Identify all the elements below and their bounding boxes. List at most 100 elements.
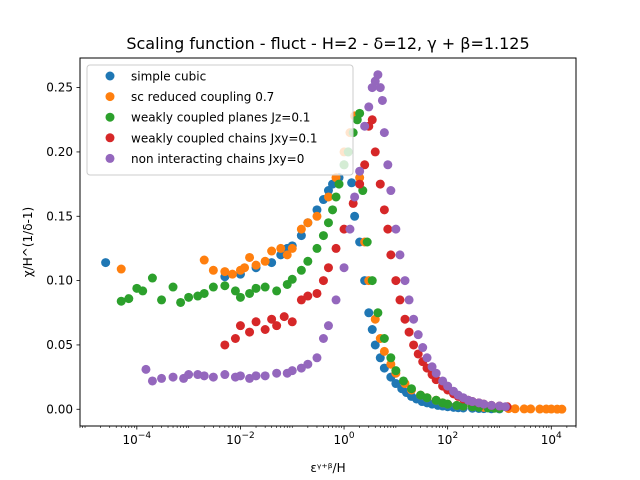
data-point <box>367 276 377 286</box>
data-point <box>220 281 230 291</box>
data-point <box>312 211 322 221</box>
legend-entry: non interacting chains Jxy=0 <box>105 152 304 166</box>
legend-box <box>86 64 354 176</box>
data-point <box>157 295 167 305</box>
data-point <box>557 404 567 414</box>
data-point <box>251 317 261 327</box>
data-point <box>331 243 341 253</box>
data-point <box>312 243 322 253</box>
data-point <box>398 376 408 386</box>
data-point <box>355 179 365 189</box>
legend-label: weakly coupled chains Jxy=0.1 <box>131 131 318 145</box>
y-tick-label: 0.05 <box>46 338 73 352</box>
data-point <box>350 192 360 202</box>
data-point <box>220 340 230 350</box>
y-axis-label: χ/H^(1/δ-1) <box>21 207 35 277</box>
legend-entry: weakly coupled planes Jz=0.1 <box>105 111 310 125</box>
legend-label: sc reduced coupling 0.7 <box>131 90 274 104</box>
data-point <box>276 243 286 253</box>
data-point <box>370 147 380 157</box>
data-point <box>141 364 151 374</box>
data-point <box>443 399 453 409</box>
data-point <box>375 353 385 363</box>
data-point <box>373 308 383 318</box>
data-point <box>303 359 313 369</box>
data-point <box>287 243 297 253</box>
data-point <box>245 252 255 262</box>
data-point <box>383 160 393 170</box>
data-point <box>334 179 344 189</box>
legend-marker <box>105 153 115 163</box>
data-points-layer <box>101 70 567 414</box>
data-point <box>345 224 355 234</box>
data-point <box>276 250 286 260</box>
data-point <box>535 404 545 414</box>
data-point <box>230 334 240 343</box>
data-point <box>370 340 380 350</box>
data-point <box>296 363 306 373</box>
data-point <box>235 321 245 331</box>
data-point <box>500 402 510 412</box>
legend-label: simple cubic <box>131 70 206 84</box>
data-point <box>312 288 322 298</box>
y-tick-label: 0.25 <box>46 81 73 95</box>
data-point <box>404 327 414 337</box>
data-point <box>355 108 365 118</box>
legend-label: weakly coupled planes Jz=0.1 <box>131 111 310 125</box>
legend-label: non interacting chains Jxy=0 <box>131 152 304 166</box>
data-point <box>431 368 441 378</box>
data-point <box>147 376 157 386</box>
data-point <box>355 173 365 183</box>
data-point <box>375 179 385 189</box>
data-point <box>386 186 396 196</box>
data-point <box>260 256 270 266</box>
data-point <box>267 314 277 324</box>
data-point <box>303 291 313 301</box>
data-point <box>510 404 520 414</box>
data-point <box>272 321 282 331</box>
data-point <box>422 393 432 403</box>
data-point <box>260 325 270 334</box>
data-point <box>367 115 377 125</box>
data-point <box>409 314 419 324</box>
data-point <box>526 404 536 414</box>
data-point <box>116 264 126 274</box>
data-point <box>296 295 306 305</box>
data-point <box>124 294 134 304</box>
data-point <box>312 353 322 363</box>
data-point <box>208 282 218 292</box>
data-point <box>391 379 401 389</box>
legend-marker <box>105 71 115 81</box>
data-point <box>296 231 306 241</box>
data-point <box>323 321 333 331</box>
data-point <box>377 95 387 105</box>
legend-marker <box>105 112 115 122</box>
data-point <box>208 265 218 275</box>
data-point <box>379 346 389 356</box>
legend-entry: simple cubic <box>105 70 206 84</box>
data-point <box>379 128 389 138</box>
data-point <box>303 218 313 228</box>
data-point <box>409 340 419 350</box>
data-point <box>184 292 194 302</box>
data-point <box>168 282 178 292</box>
legend-marker <box>105 133 115 143</box>
data-point <box>386 353 396 363</box>
data-point <box>318 276 328 286</box>
data-point <box>323 263 333 273</box>
data-point <box>267 246 277 256</box>
data-point <box>287 366 297 376</box>
data-point <box>367 325 377 334</box>
data-point <box>386 250 396 260</box>
data-point <box>383 224 393 234</box>
data-point <box>355 166 365 176</box>
legend-marker <box>105 92 115 102</box>
data-point <box>245 288 255 298</box>
data-point <box>379 205 389 215</box>
data-point <box>260 282 270 292</box>
data-point <box>176 297 186 307</box>
data-point <box>220 267 230 277</box>
data-point <box>323 218 333 228</box>
data-point <box>519 404 529 414</box>
